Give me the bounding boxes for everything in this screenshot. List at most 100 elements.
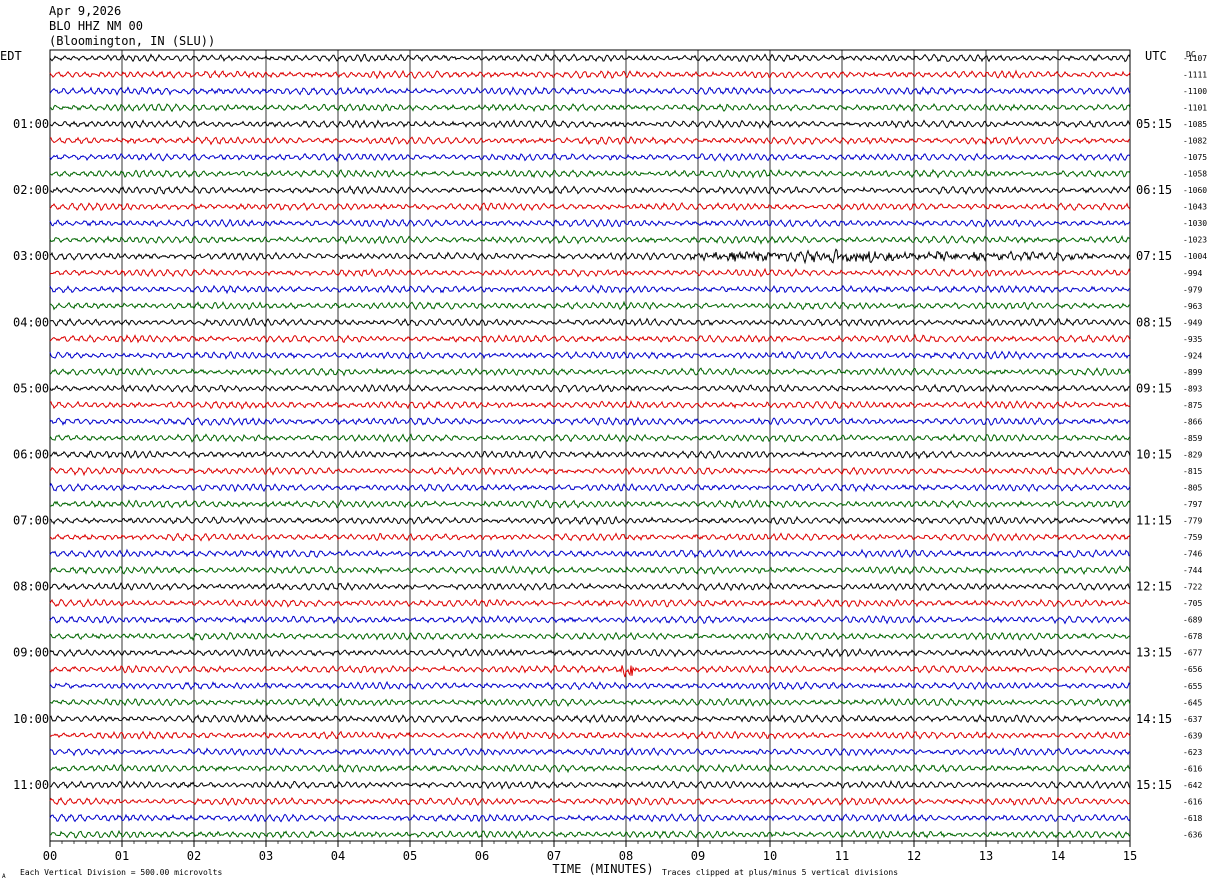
x-tick-label: 09 bbox=[691, 849, 705, 863]
x-tick-label: 13 bbox=[979, 849, 993, 863]
dc-offset-label: -616 bbox=[1183, 764, 1202, 773]
dc-offset-label: -1085 bbox=[1183, 120, 1207, 129]
seismic-trace bbox=[49, 680, 1131, 691]
left-hour-label: 10:00 bbox=[13, 712, 49, 726]
left-hour-label: 02:00 bbox=[13, 183, 49, 197]
dc-offset-label: -656 bbox=[1183, 665, 1202, 674]
dc-offset-label: -979 bbox=[1183, 285, 1202, 294]
x-axis-label: TIME (MINUTES) bbox=[552, 862, 653, 876]
left-hour-label: 01:00 bbox=[13, 117, 49, 131]
seismic-trace bbox=[49, 713, 1131, 724]
left-hour-label: 08:00 bbox=[13, 580, 49, 594]
dc-offset-label: -829 bbox=[1183, 450, 1202, 459]
right-hour-label: 05:15 bbox=[1136, 117, 1172, 131]
header-date: Apr 9,2026 bbox=[49, 4, 122, 18]
dc-offset-label: -722 bbox=[1183, 583, 1202, 592]
dc-offset-label: -797 bbox=[1183, 500, 1202, 509]
seismic-trace bbox=[49, 747, 1131, 757]
right-hour-label: 12:15 bbox=[1136, 580, 1172, 594]
left-hour-label: 03:00 bbox=[13, 249, 49, 263]
dc-offset-label: -893 bbox=[1183, 384, 1202, 393]
x-tick-label: 14 bbox=[1051, 849, 1065, 863]
seismic-trace bbox=[49, 433, 1131, 443]
seismic-trace bbox=[49, 416, 1131, 427]
seismic-trace bbox=[49, 532, 1131, 542]
seismic-trace bbox=[49, 796, 1131, 807]
right-hour-label: 11:15 bbox=[1136, 514, 1172, 528]
seismic-trace bbox=[49, 631, 1131, 642]
seismic-trace bbox=[49, 449, 1131, 460]
right-hour-label: 14:15 bbox=[1136, 712, 1172, 726]
seismic-trace bbox=[49, 598, 1130, 608]
dc-offset-label: -618 bbox=[1183, 814, 1202, 823]
dc-offset-label: -645 bbox=[1183, 698, 1202, 707]
x-tick-label: 10 bbox=[763, 849, 777, 863]
scale-note: Each Vertical Division = 500.00 microvol… bbox=[20, 868, 222, 877]
dc-offset-label: -1058 bbox=[1183, 170, 1207, 179]
seismic-trace bbox=[49, 350, 1131, 361]
dc-offset-label: -689 bbox=[1183, 616, 1202, 625]
seismic-trace bbox=[49, 367, 1131, 377]
seismic-trace bbox=[49, 763, 1131, 774]
dc-offset-label: -746 bbox=[1183, 550, 1202, 559]
dc-offset-label: -1043 bbox=[1183, 203, 1207, 212]
seismic-trace bbox=[49, 565, 1131, 576]
seismic-trace bbox=[49, 103, 1131, 113]
dc-offset-label: -1023 bbox=[1183, 236, 1207, 245]
left-timezone-label: EDT bbox=[0, 49, 22, 63]
seismic-trace bbox=[49, 317, 1131, 328]
seismic-trace bbox=[49, 515, 1131, 526]
dc-offset-label: -1060 bbox=[1183, 186, 1207, 195]
left-hour-label: 07:00 bbox=[13, 514, 49, 528]
x-tick-label: 12 bbox=[907, 849, 921, 863]
seismic-trace bbox=[49, 234, 1131, 245]
dc-offset-label: -616 bbox=[1183, 797, 1202, 806]
seismic-trace bbox=[49, 300, 1131, 311]
dc-offset-label: -935 bbox=[1183, 335, 1202, 344]
dc-offset-label: -1075 bbox=[1183, 153, 1207, 162]
seismic-trace bbox=[49, 152, 1131, 163]
seismic-trace bbox=[50, 399, 1131, 410]
seismic-trace bbox=[49, 69, 1131, 80]
dc-offset-label: -963 bbox=[1183, 302, 1202, 311]
seismic-trace bbox=[49, 333, 1131, 344]
dc-offset-label: -1101 bbox=[1183, 104, 1207, 113]
dc-offset-label: -623 bbox=[1183, 748, 1202, 757]
x-tick-label: 05 bbox=[403, 849, 417, 863]
seismic-trace bbox=[49, 86, 1131, 96]
seismic-trace bbox=[49, 730, 1131, 740]
right-hour-label: 08:15 bbox=[1136, 315, 1172, 329]
dc-offset-label: -924 bbox=[1183, 351, 1202, 360]
dc-offset-label: -1082 bbox=[1183, 137, 1207, 146]
x-tick-label: 04 bbox=[331, 849, 345, 863]
seismic-trace bbox=[49, 202, 1131, 212]
x-tick-label: 15 bbox=[1123, 849, 1137, 863]
seismic-trace bbox=[49, 119, 1131, 130]
left-hour-label: 04:00 bbox=[13, 315, 49, 329]
dc-offset-label: -994 bbox=[1183, 269, 1202, 278]
dc-offset-label: -678 bbox=[1183, 632, 1202, 641]
dc-offset-label: -859 bbox=[1183, 434, 1202, 443]
dc-offset-label: -875 bbox=[1183, 401, 1202, 410]
dc-offset-label: -1107 bbox=[1183, 54, 1207, 63]
corner-mark: A bbox=[2, 873, 6, 880]
right-hour-label: 06:15 bbox=[1136, 183, 1172, 197]
left-hour-label: 09:00 bbox=[13, 646, 49, 660]
seismic-trace bbox=[49, 647, 1131, 658]
left-hour-label: 05:00 bbox=[13, 381, 49, 395]
x-tick-label: 02 bbox=[187, 849, 201, 863]
seismic-trace bbox=[50, 135, 1131, 146]
seismic-trace bbox=[49, 267, 1131, 278]
seismic-trace bbox=[49, 218, 1131, 228]
dc-offset-label: -866 bbox=[1183, 417, 1202, 426]
seismic-trace bbox=[49, 499, 1131, 509]
dc-offset-label: -1100 bbox=[1183, 87, 1207, 96]
dc-offset-label: -655 bbox=[1183, 682, 1202, 691]
seismic-trace bbox=[49, 813, 1131, 823]
dc-offset-label: -705 bbox=[1183, 599, 1202, 608]
x-tick-label: 00 bbox=[43, 849, 57, 863]
dc-offset-label: -815 bbox=[1183, 467, 1202, 476]
seismic-trace bbox=[49, 466, 1131, 477]
dc-offset-label: -1111 bbox=[1183, 71, 1207, 80]
